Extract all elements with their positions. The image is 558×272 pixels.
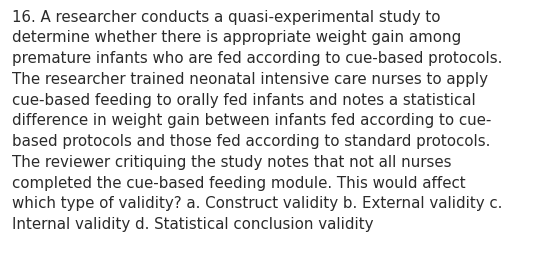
Text: 16. A researcher conducts a quasi-experimental study to
determine whether there : 16. A researcher conducts a quasi-experi… xyxy=(12,10,503,232)
